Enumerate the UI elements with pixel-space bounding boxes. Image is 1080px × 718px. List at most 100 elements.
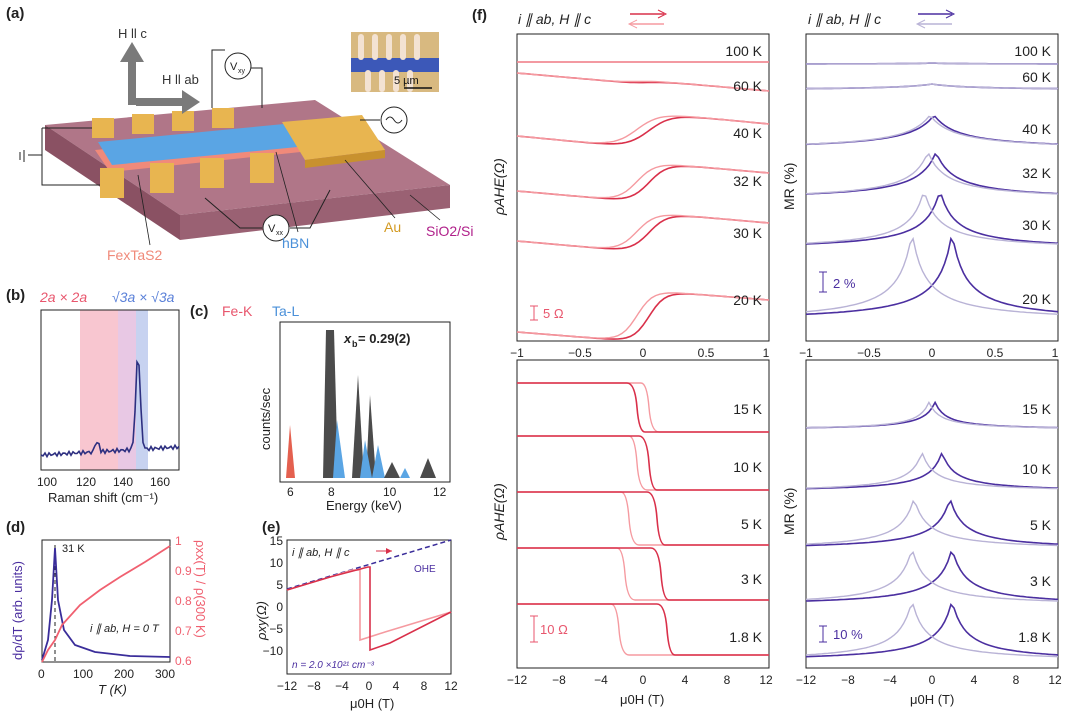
mr-curve-top-4 — [805, 194, 1059, 245]
raman-xlabel: Raman shift (cm⁻¹) — [48, 490, 158, 505]
svg-text:60 K: 60 K — [733, 78, 762, 94]
contacts-bottom — [100, 153, 274, 198]
mr-curve-top-rev-5 — [805, 236, 1059, 315]
svg-text:5 K: 5 K — [1030, 517, 1052, 533]
svg-text:4: 4 — [971, 673, 978, 687]
panel-label-d: (d) — [6, 519, 25, 536]
mr-curve-bottom-2 — [805, 499, 1059, 547]
ahe-hyst-light-0 — [517, 382, 769, 433]
ahe-top-frame — [516, 33, 770, 342]
panel-label-f: (f) — [472, 7, 487, 24]
edx-ta-label: Ta-L — [272, 303, 299, 319]
ahe-curve-top-rev-4 — [516, 214, 770, 249]
svg-text:−8: −8 — [307, 679, 321, 693]
svg-text:60 K: 60 K — [1022, 69, 1051, 85]
xticks-top: −1 −0.5 0 0.5 1 −1 −0.5 0 0.5 1 — [510, 346, 1059, 360]
ahe-hyst-light-3 — [517, 547, 769, 601]
ohe-line — [286, 539, 452, 590]
svg-text:0: 0 — [640, 673, 647, 687]
field-arrows — [120, 42, 200, 114]
h-ab-label: H ll ab — [162, 72, 199, 87]
raman-band-blue — [136, 310, 148, 470]
svg-text:12: 12 — [433, 485, 447, 499]
svg-text:0.8: 0.8 — [175, 594, 192, 608]
svg-text:12: 12 — [444, 679, 458, 693]
svg-text:40 K: 40 K — [1022, 121, 1051, 137]
svg-text:8: 8 — [421, 679, 428, 693]
scale-bar-label: 5 µm — [394, 75, 419, 87]
svg-text:= 0.29(2): = 0.29(2) — [358, 331, 410, 346]
header-left: i ∥ ab, H ∥ c — [518, 11, 591, 27]
svg-text:8: 8 — [328, 485, 335, 499]
panel-d-xlabel: T (K) — [98, 682, 127, 697]
svg-text:0: 0 — [38, 667, 45, 681]
svg-text:0: 0 — [640, 346, 647, 360]
panel-f-curves — [516, 61, 1059, 658]
panel-f: (f) i ∥ ab, H ∥ c i ∥ ab, H ∥ c 100 K 60 … — [472, 7, 1062, 707]
svg-text:200: 200 — [114, 667, 134, 681]
svg-text:−10: −10 — [263, 644, 284, 658]
ahe-hyst-dark-3 — [517, 547, 769, 601]
mr-ylabel-bottom: MR (%) — [781, 488, 797, 535]
svg-text:20 K: 20 K — [733, 292, 762, 308]
panel-e-frame — [286, 539, 452, 675]
svg-text:100: 100 — [37, 475, 57, 489]
svg-text:15: 15 — [270, 534, 284, 548]
svg-text:0: 0 — [366, 679, 373, 693]
micrograph-inset: 5 µm — [351, 32, 439, 92]
mr-curve-top-rev-4 — [805, 194, 1059, 245]
drho-dT-curve — [41, 547, 171, 661]
ahe-xlabel: μ0H (T) — [620, 692, 664, 707]
svg-text:15 K: 15 K — [1022, 401, 1051, 417]
raman-title-red: 2a × 2a — [39, 289, 87, 305]
svg-text:−4: −4 — [335, 679, 349, 693]
edx-fe-label: Fe-K — [222, 303, 253, 319]
ahe-hyst-dark-0 — [517, 382, 769, 433]
panel-label-e: (e) — [262, 519, 280, 536]
svg-text:8: 8 — [1013, 673, 1020, 687]
tc-annotation: 31 K — [62, 543, 85, 555]
vxx-meter — [262, 214, 290, 242]
ahe-ylabel-bottom: ρAHE(Ω) — [491, 483, 507, 541]
ahe-hyst-dark-4 — [517, 603, 769, 656]
h-c-label: H ll c — [118, 26, 147, 41]
svg-text:0: 0 — [276, 600, 283, 614]
header-right: i ∥ ab, H ∥ c — [808, 11, 881, 27]
svg-text:140: 140 — [113, 475, 133, 489]
hbn-layer — [98, 122, 318, 165]
svg-text:1.8 K: 1.8 K — [1018, 629, 1051, 645]
rho-xx-curve — [41, 545, 171, 663]
svg-text:10 K: 10 K — [733, 459, 762, 475]
svg-text:20 K: 20 K — [1022, 291, 1051, 307]
ahe-hyst-dark-1 — [517, 435, 769, 491]
panel-b: (b) 2a × 2a √3a × √3a 100 120 140 160 Raman… — [6, 287, 180, 505]
svg-text:30 K: 30 K — [1022, 217, 1051, 233]
temp-labels-top: 100 K 60 K 40 K 32 K 30 K 20 K 100 K 60 K 40 K 3… — [725, 43, 1051, 308]
svg-text:8: 8 — [724, 673, 731, 687]
svg-text:−8: −8 — [552, 673, 566, 687]
svg-text:5 K: 5 K — [741, 516, 763, 532]
svg-text:−12: −12 — [277, 679, 298, 693]
xb-label: x — [343, 331, 352, 346]
svg-text:40 K: 40 K — [733, 125, 762, 141]
svg-text:12: 12 — [1048, 673, 1062, 687]
svg-text:3 K: 3 K — [741, 571, 763, 587]
mr-curve-bottom-rev-1 — [805, 452, 1058, 490]
mr-ylabel-top: MR (%) — [781, 163, 797, 210]
xticks-bottom: −12 −8 −4 0 4 8 12 −12 −8 −4 0 4 8 12 — [507, 673, 1062, 687]
svg-text:−4: −4 — [883, 673, 897, 687]
mr-bottom-frame — [805, 359, 1059, 669]
svg-text:12: 12 — [759, 673, 773, 687]
svg-text:0.6: 0.6 — [175, 654, 192, 668]
svg-text:0.5: 0.5 — [987, 346, 1004, 360]
sio2-label: SiO2/Si — [426, 223, 473, 239]
panel-e-ylabel: ρxy(Ω) — [254, 601, 269, 641]
svg-text:30 K: 30 K — [733, 225, 762, 241]
ahe-hyst-light-4 — [517, 603, 769, 656]
panel-d-ylabel-right: ρxx(T) / ρ(300 K) — [193, 540, 208, 638]
svg-text:100 K: 100 K — [1014, 43, 1051, 59]
svg-text:5: 5 — [276, 578, 283, 592]
hall-sweep-down — [286, 569, 452, 642]
svg-text:1: 1 — [175, 534, 182, 548]
